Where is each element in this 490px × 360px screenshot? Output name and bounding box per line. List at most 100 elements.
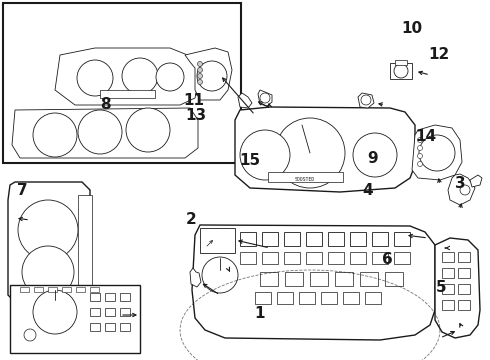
Bar — [105, 293, 115, 301]
Text: 7: 7 — [17, 183, 27, 198]
Bar — [350, 232, 366, 246]
Bar — [260, 272, 278, 286]
Bar — [90, 308, 100, 316]
Bar — [385, 272, 403, 286]
Text: 4: 4 — [362, 183, 373, 198]
Text: 3: 3 — [455, 176, 466, 191]
Bar — [120, 323, 130, 331]
Circle shape — [156, 63, 184, 91]
Polygon shape — [235, 107, 415, 192]
Circle shape — [394, 64, 408, 78]
Text: 14: 14 — [416, 129, 437, 144]
Text: 13: 13 — [185, 108, 207, 123]
Bar — [390, 63, 412, 79]
Bar — [34, 287, 43, 292]
Text: 9: 9 — [367, 151, 378, 166]
Bar — [442, 284, 454, 294]
Circle shape — [260, 93, 270, 103]
Polygon shape — [8, 182, 90, 305]
Bar — [394, 232, 410, 246]
Bar — [240, 252, 256, 264]
Bar — [3, 3, 241, 163]
Bar — [328, 232, 344, 246]
Bar — [372, 232, 388, 246]
Bar — [458, 300, 470, 310]
Polygon shape — [358, 93, 374, 108]
Circle shape — [122, 58, 158, 94]
Bar — [100, 90, 155, 98]
Bar — [255, 292, 271, 304]
Text: 2: 2 — [186, 212, 196, 227]
Circle shape — [197, 73, 202, 78]
Bar — [90, 293, 100, 301]
Polygon shape — [192, 225, 435, 340]
Bar — [299, 292, 315, 304]
Circle shape — [202, 257, 238, 293]
Bar — [458, 284, 470, 294]
Circle shape — [197, 80, 202, 85]
Bar — [306, 232, 322, 246]
Bar — [306, 252, 322, 264]
Circle shape — [24, 329, 36, 341]
Circle shape — [240, 130, 290, 180]
Circle shape — [353, 133, 397, 177]
Bar — [120, 308, 130, 316]
Bar — [394, 252, 410, 264]
Text: 8: 8 — [100, 97, 111, 112]
Bar — [442, 300, 454, 310]
Polygon shape — [55, 48, 200, 105]
Circle shape — [419, 135, 455, 171]
Text: 11: 11 — [183, 93, 204, 108]
Polygon shape — [12, 108, 198, 158]
Circle shape — [417, 138, 422, 143]
Circle shape — [197, 68, 202, 72]
Polygon shape — [190, 268, 201, 287]
Bar — [120, 293, 130, 301]
Bar — [78, 195, 92, 300]
Circle shape — [78, 110, 122, 154]
Bar — [90, 323, 100, 331]
Circle shape — [275, 118, 345, 188]
Bar — [365, 292, 381, 304]
Polygon shape — [412, 125, 462, 180]
Bar — [285, 272, 303, 286]
Bar — [442, 268, 454, 278]
Text: 12: 12 — [428, 46, 449, 62]
Bar — [343, 292, 359, 304]
Polygon shape — [185, 48, 232, 100]
Text: 10: 10 — [401, 21, 422, 36]
Circle shape — [417, 162, 422, 166]
Polygon shape — [258, 90, 272, 106]
Bar — [335, 272, 353, 286]
Bar — [360, 272, 378, 286]
Circle shape — [126, 108, 170, 152]
Polygon shape — [448, 174, 475, 205]
Bar — [350, 252, 366, 264]
Text: 1: 1 — [254, 306, 265, 321]
Bar — [262, 252, 278, 264]
Bar — [76, 287, 85, 292]
Bar — [105, 308, 115, 316]
Bar — [62, 287, 71, 292]
Circle shape — [22, 246, 74, 298]
Text: 15: 15 — [239, 153, 261, 168]
Bar — [200, 228, 235, 253]
Polygon shape — [238, 93, 252, 108]
Bar — [442, 252, 454, 262]
Circle shape — [197, 61, 227, 91]
Bar — [284, 252, 300, 264]
Text: 5: 5 — [436, 280, 446, 296]
Bar — [105, 323, 115, 331]
Circle shape — [417, 153, 422, 158]
Bar — [328, 252, 344, 264]
Circle shape — [361, 95, 371, 105]
Bar — [48, 287, 57, 292]
Bar — [90, 287, 99, 292]
Bar — [458, 252, 470, 262]
Circle shape — [417, 145, 422, 150]
Bar — [284, 232, 300, 246]
Circle shape — [460, 185, 470, 195]
Text: 6: 6 — [382, 252, 392, 267]
Circle shape — [197, 62, 202, 67]
Bar — [321, 292, 337, 304]
